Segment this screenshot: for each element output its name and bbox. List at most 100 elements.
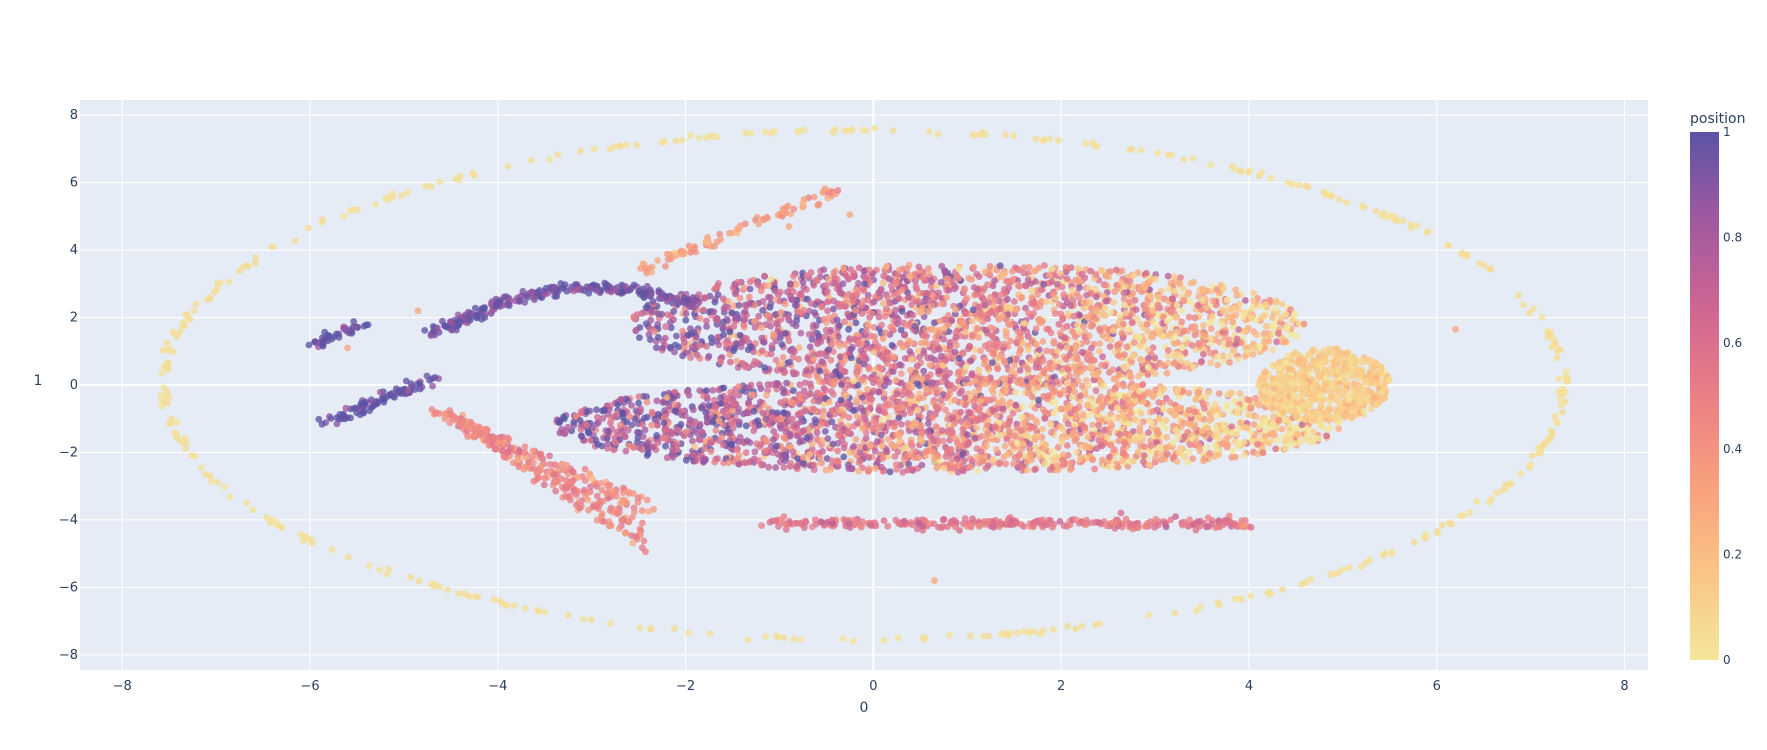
data-point xyxy=(1021,320,1029,327)
data-point xyxy=(1002,327,1010,335)
data-point xyxy=(1154,149,1161,157)
data-point xyxy=(1315,435,1323,442)
data-point xyxy=(1036,346,1043,353)
data-point xyxy=(920,349,928,357)
data-point xyxy=(955,442,962,450)
data-point xyxy=(755,421,763,429)
data-point xyxy=(706,439,714,447)
data-point xyxy=(996,262,1004,270)
data-point xyxy=(957,408,964,416)
data-point xyxy=(1172,426,1180,434)
data-point xyxy=(1256,401,1263,409)
data-point xyxy=(787,459,794,467)
data-point xyxy=(952,329,960,336)
data-point xyxy=(1249,351,1257,358)
data-point xyxy=(1063,344,1071,351)
data-point xyxy=(366,562,373,569)
data-point xyxy=(907,366,914,374)
data-point xyxy=(773,367,781,374)
data-point xyxy=(984,315,992,323)
data-point xyxy=(1011,298,1018,305)
data-point xyxy=(1200,322,1207,329)
data-point xyxy=(732,281,740,288)
data-point xyxy=(942,406,949,414)
data-point xyxy=(793,317,800,325)
data-point xyxy=(1040,369,1048,377)
data-point xyxy=(830,391,837,398)
data-point xyxy=(1248,314,1255,321)
data-point xyxy=(851,449,858,456)
data-point xyxy=(340,212,348,220)
data-point xyxy=(982,464,990,472)
data-point xyxy=(1541,440,1548,448)
data-point xyxy=(859,126,867,134)
data-point xyxy=(946,342,954,350)
data-point xyxy=(1155,399,1163,406)
data-point xyxy=(875,406,883,414)
data-point xyxy=(892,376,900,384)
data-point xyxy=(220,483,228,490)
data-point xyxy=(1262,300,1269,308)
data-point xyxy=(853,363,861,371)
data-point xyxy=(1198,427,1206,434)
data-point xyxy=(1130,272,1137,280)
data-point xyxy=(1275,329,1282,337)
data-point xyxy=(850,273,858,281)
data-point xyxy=(661,334,669,342)
data-point xyxy=(971,346,979,354)
data-point xyxy=(1184,458,1192,466)
data-point xyxy=(1332,569,1339,577)
data-point xyxy=(793,281,800,288)
data-point xyxy=(727,441,735,448)
data-point xyxy=(1380,209,1388,217)
data-point xyxy=(436,178,444,185)
data-point xyxy=(844,461,852,469)
data-point xyxy=(1143,311,1151,319)
data-point xyxy=(165,346,173,354)
data-point xyxy=(555,419,563,426)
data-point xyxy=(926,361,934,368)
data-point xyxy=(605,428,612,435)
data-point xyxy=(977,312,985,320)
data-point xyxy=(1283,436,1291,444)
data-point xyxy=(929,325,936,333)
data-point xyxy=(1279,586,1286,593)
data-point xyxy=(952,333,960,341)
data-point xyxy=(1184,291,1191,298)
data-point xyxy=(777,399,784,406)
data-point xyxy=(768,130,775,137)
data-point xyxy=(1448,521,1456,528)
data-point xyxy=(658,310,666,318)
data-point xyxy=(1025,309,1032,317)
data-point xyxy=(911,322,919,330)
data-point xyxy=(1031,466,1039,473)
data-point xyxy=(927,282,935,290)
data-point xyxy=(946,631,953,639)
data-point xyxy=(1166,399,1174,406)
data-point xyxy=(747,381,755,389)
data-point xyxy=(1487,265,1494,272)
data-point xyxy=(836,322,843,329)
data-point xyxy=(1219,411,1227,418)
data-point xyxy=(1039,425,1046,433)
data-point xyxy=(698,428,706,436)
data-point xyxy=(1185,448,1193,456)
data-point xyxy=(1102,281,1110,289)
data-point xyxy=(1191,314,1199,322)
data-point xyxy=(1145,461,1153,469)
data-point xyxy=(853,289,861,297)
data-point xyxy=(746,458,754,465)
data-point xyxy=(1084,313,1092,321)
data-point xyxy=(1039,627,1047,635)
data-point xyxy=(976,404,984,412)
data-point xyxy=(903,265,911,273)
data-point xyxy=(959,349,967,357)
data-point xyxy=(1072,448,1080,456)
data-point xyxy=(1413,222,1421,229)
data-point xyxy=(1039,357,1047,365)
data-point xyxy=(672,407,679,415)
data-point xyxy=(1057,270,1064,277)
data-point xyxy=(696,314,704,322)
data-point xyxy=(1149,330,1157,337)
data-point xyxy=(1114,381,1122,388)
